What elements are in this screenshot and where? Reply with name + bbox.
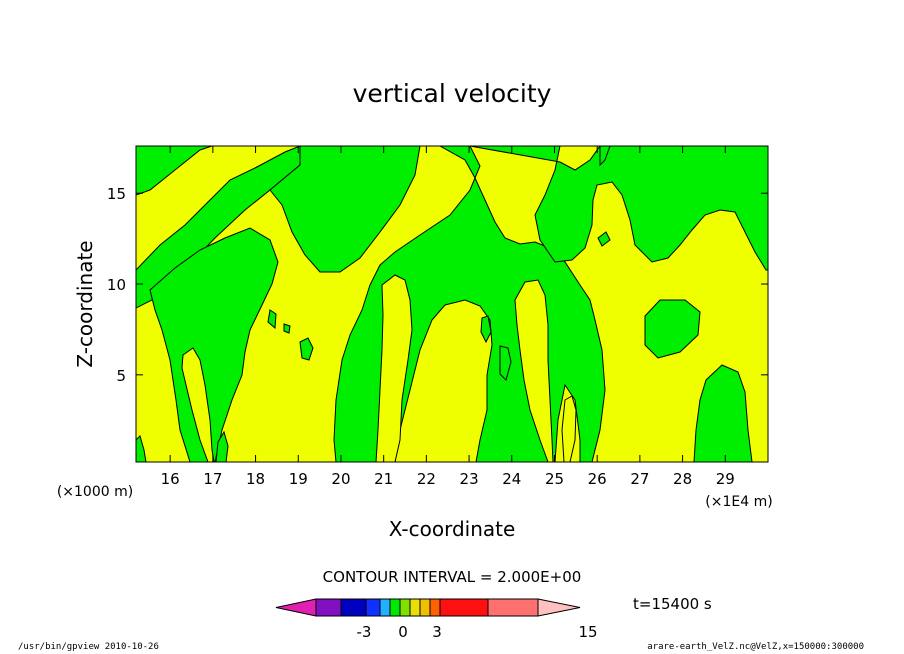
colorbar-tick-label: -3	[357, 623, 372, 641]
colorbar	[275, 598, 581, 617]
small-island-e	[267, 309, 277, 330]
x-tick-label: 17	[203, 470, 222, 488]
colorbar-swatch	[487, 598, 539, 617]
colorbar-tick-label: 15	[578, 623, 597, 641]
y-tick-label: 5	[116, 367, 126, 385]
colorbar-swatch	[340, 598, 367, 617]
upper-center-band	[269, 146, 421, 273]
colorbar-swatch	[315, 598, 342, 617]
small-yellow-island	[561, 395, 577, 462]
colorbar-swatch	[419, 598, 431, 617]
colorbar-tick-label: 3	[432, 623, 442, 641]
plot-area	[136, 146, 768, 462]
right-lower-band	[693, 364, 753, 462]
y-axis-ticks: 5 10 15	[107, 185, 768, 385]
x-tick-label: 26	[588, 470, 607, 488]
x-tick-label: 16	[161, 470, 180, 488]
colorbar-swatch	[399, 598, 411, 617]
x-tick-label: 23	[460, 470, 479, 488]
small-island-f	[597, 231, 611, 247]
colorbar-swatch	[409, 598, 421, 617]
bottom-left-sliver	[136, 435, 147, 462]
colorbar-swatch	[379, 598, 391, 617]
colorbar-low-arrow	[275, 598, 317, 617]
x-tick-label: 28	[673, 470, 692, 488]
contour-interval-label: CONTOUR INTERVAL = 2.000E+00	[323, 568, 582, 586]
center-left-yellow-strip	[375, 274, 413, 462]
chart-title: vertical velocity	[353, 79, 552, 108]
footer-left: /usr/bin/gpview 2010-10-26	[18, 642, 159, 652]
footer-right: arare-earth_VelZ.nc@VelZ,x=150000:300000	[647, 642, 864, 652]
x-tick-label: 24	[502, 470, 521, 488]
small-island-b	[499, 345, 512, 381]
upper-left-band	[136, 146, 213, 196]
right-center-band	[469, 146, 768, 271]
colorbar-tick-label: 0	[398, 623, 408, 641]
colorbar-swatch	[365, 598, 381, 617]
y-scale-label: (×1000 m)	[57, 484, 133, 500]
time-label: t=15400 s	[633, 595, 712, 613]
right-upper-island	[599, 146, 611, 167]
x-tick-label: 22	[417, 470, 436, 488]
x-tick-label: 29	[716, 470, 735, 488]
left-lower-yellow-strip	[181, 347, 215, 462]
colorbar-swatch	[429, 598, 441, 617]
plot-frame	[135, 145, 769, 463]
bottom-sliver	[215, 430, 229, 462]
y-tick-label: 15	[107, 185, 126, 203]
x-axis-label: X-coordinate	[389, 517, 516, 541]
right-center-yellow-strip	[514, 279, 554, 462]
x-tick-label: 27	[630, 470, 649, 488]
positive-islands	[181, 274, 577, 462]
y-axis-label: Z-coordinate	[73, 240, 97, 367]
small-island-c	[480, 315, 492, 344]
x-tick-label: 18	[246, 470, 265, 488]
colorbar-high-arrow	[537, 598, 581, 617]
colorbar-swatch	[389, 598, 401, 617]
y-tick-label: 10	[107, 276, 126, 294]
right-mid-island	[644, 299, 701, 359]
colorbar-tick-labels: -3 0 3 15	[357, 623, 598, 641]
x-axis-ticks: 16 17 18 19 20 21 22 23 24 25 26 27 28 29	[161, 146, 735, 488]
x-tick-label: 20	[331, 470, 350, 488]
x-tick-label: 21	[374, 470, 393, 488]
small-island-a	[299, 337, 314, 361]
left-lower-band	[149, 227, 279, 462]
x-tick-label: 19	[289, 470, 308, 488]
small-island-d	[283, 323, 291, 334]
colorbar-swatch	[439, 598, 489, 617]
x-tick-label: 25	[545, 470, 564, 488]
x-scale-label: (×1E4 m)	[705, 494, 772, 510]
